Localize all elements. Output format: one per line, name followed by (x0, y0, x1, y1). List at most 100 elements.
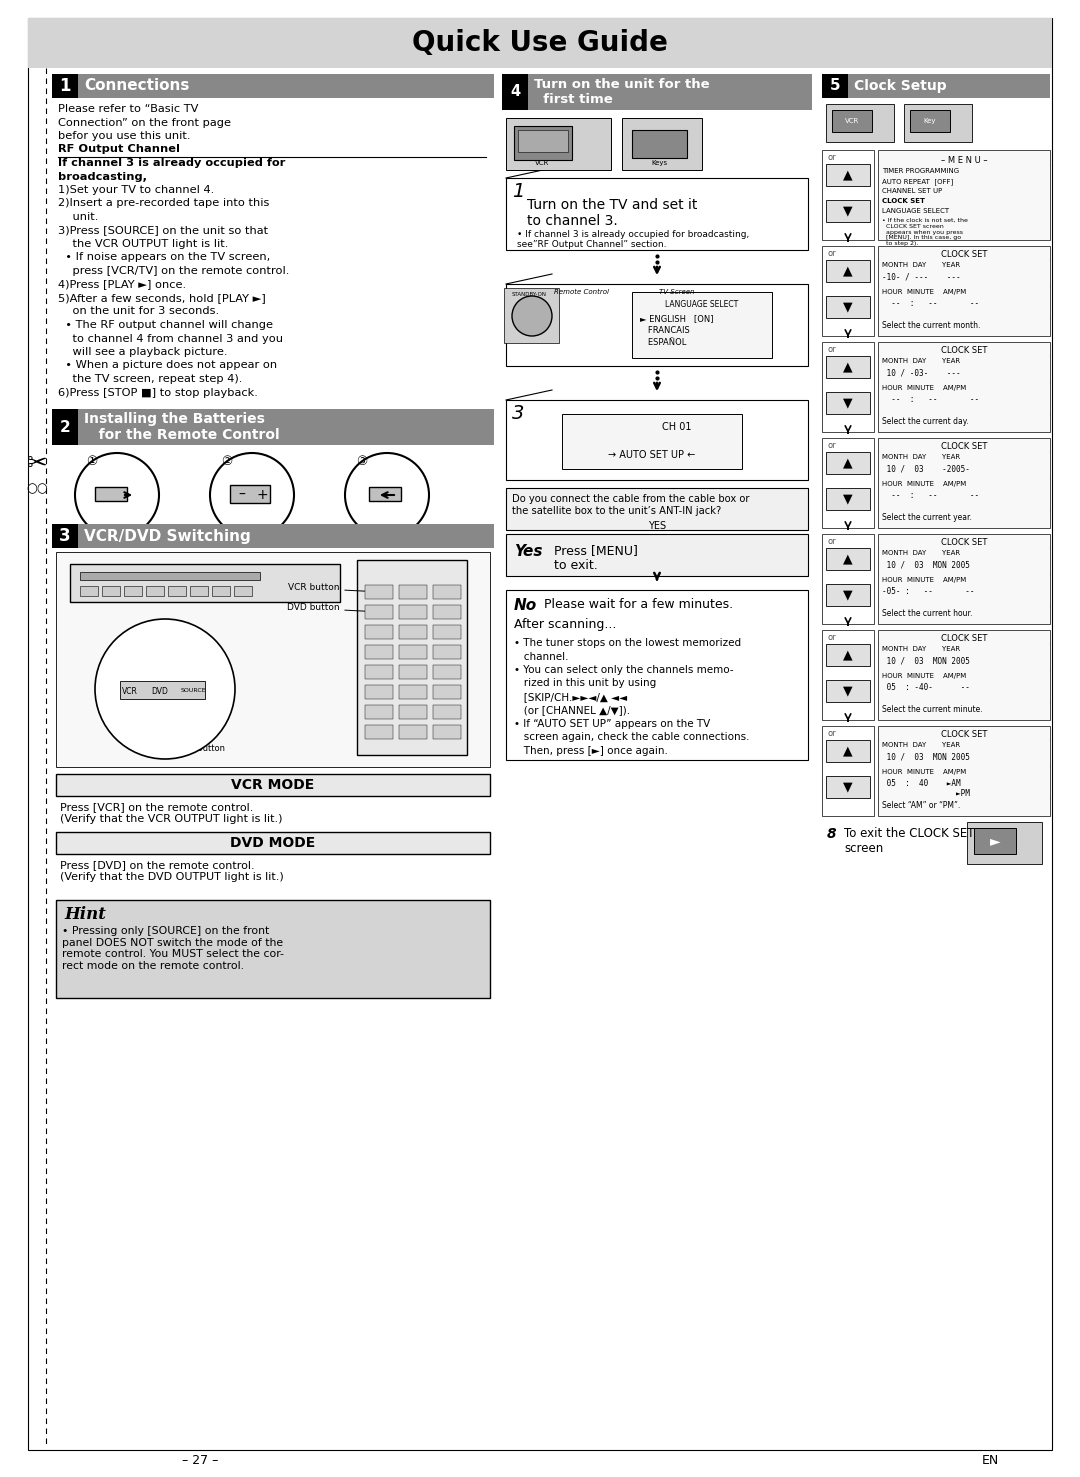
Circle shape (345, 453, 429, 538)
Bar (365, 585, 393, 600)
Text: 6)Press [STOP ■] to stop playback.: 6)Press [STOP ■] to stop playback. (58, 387, 258, 397)
Text: ✂: ✂ (27, 452, 48, 476)
Text: • If “AUTO SET UP” appears on the TV: • If “AUTO SET UP” appears on the TV (514, 719, 711, 730)
Bar (632, 130, 687, 158)
Bar (399, 685, 427, 699)
Text: Clock Setup: Clock Setup (854, 78, 947, 93)
Text: to exit.: to exit. (554, 558, 597, 572)
Bar (365, 645, 393, 659)
Text: --  :   --       --: -- : -- -- (882, 394, 980, 405)
Text: Remote Control: Remote Control (554, 289, 609, 295)
Bar (357, 560, 467, 755)
Bar (502, 74, 528, 109)
Bar (826, 391, 870, 414)
Text: ②: ② (221, 455, 232, 468)
Text: Yes: Yes (514, 544, 542, 558)
Text: VCR: VCR (845, 118, 859, 124)
Text: MONTH  DAY       YEAR: MONTH DAY YEAR (882, 453, 960, 459)
Text: MONTH  DAY       YEAR: MONTH DAY YEAR (882, 645, 960, 651)
Text: MONTH  DAY       YEAR: MONTH DAY YEAR (882, 261, 960, 267)
Bar (433, 585, 461, 600)
Bar (507, 487, 808, 530)
Text: ▲: ▲ (843, 744, 853, 758)
Text: or: or (827, 538, 836, 546)
Text: befor you use this unit.: befor you use this unit. (58, 131, 190, 140)
Text: rized in this unit by using: rized in this unit by using (514, 678, 657, 688)
Circle shape (75, 453, 159, 538)
Text: ▼: ▼ (843, 588, 853, 601)
Bar (878, 151, 1050, 239)
Text: No: No (514, 598, 537, 613)
Text: 2: 2 (59, 419, 70, 434)
Text: MONTH  DAY       YEAR: MONTH DAY YEAR (882, 741, 960, 747)
Text: HOUR  MINUTE    AM/PM: HOUR MINUTE AM/PM (882, 289, 967, 295)
Bar (433, 685, 461, 699)
Text: STANDBY-ON: STANDBY-ON (512, 292, 546, 297)
Bar (56, 832, 490, 854)
Text: (or [CHANNEL ▲/▼]).: (or [CHANNEL ▲/▼]). (514, 706, 630, 715)
Bar (52, 409, 78, 445)
Bar (507, 400, 808, 480)
Bar (433, 606, 461, 619)
Text: EN: EN (982, 1453, 999, 1467)
Bar (399, 625, 427, 640)
Bar (826, 679, 870, 702)
Text: 10 /  03  MON 2005: 10 / 03 MON 2005 (882, 656, 970, 665)
Bar (507, 179, 808, 250)
Text: Please refer to “Basic TV: Please refer to “Basic TV (58, 103, 199, 114)
Text: ○○: ○○ (26, 483, 48, 495)
Text: ▲: ▲ (843, 552, 853, 566)
Bar (826, 452, 870, 474)
Bar (120, 681, 205, 699)
Bar (826, 487, 870, 510)
Text: • Pressing only [SOURCE] on the front
panel DOES NOT switch the mode of the
remo: • Pressing only [SOURCE] on the front pa… (62, 926, 284, 970)
Text: ▲: ▲ (843, 648, 853, 662)
Bar (910, 109, 950, 131)
Bar (878, 727, 1050, 815)
Bar (822, 727, 874, 815)
Text: Turn on the unit for the
  first time: Turn on the unit for the first time (534, 78, 710, 106)
Text: or: or (827, 442, 836, 450)
Text: 05  :  40    ►AM
                ►PM: 05 : 40 ►AM ►PM (882, 778, 970, 799)
Bar (822, 535, 874, 623)
Text: Hint: Hint (64, 905, 106, 923)
Bar (826, 164, 870, 186)
Bar (124, 586, 141, 597)
Text: 3: 3 (512, 405, 525, 422)
Bar (399, 705, 427, 719)
Text: CLOCK SET: CLOCK SET (941, 250, 987, 258)
Text: HOUR  MINUTE    AM/PM: HOUR MINUTE AM/PM (882, 770, 967, 775)
Text: TIMER PROGRAMMING: TIMER PROGRAMMING (882, 168, 959, 174)
Text: Connections: Connections (84, 78, 189, 93)
Text: HOUR  MINUTE    AM/PM: HOUR MINUTE AM/PM (882, 578, 967, 583)
Text: 5)After a few seconds, hold [PLAY ►]: 5)After a few seconds, hold [PLAY ►] (58, 292, 266, 303)
Text: 1)Set your TV to channel 4.: 1)Set your TV to channel 4. (58, 185, 214, 195)
Text: Press [MENU]: Press [MENU] (554, 544, 638, 557)
Circle shape (95, 619, 235, 759)
Text: Installing the Batteries
   for the Remote Control: Installing the Batteries for the Remote … (84, 412, 280, 442)
Bar (28, 18, 1052, 68)
Text: ▲: ▲ (843, 360, 853, 374)
Bar (230, 484, 270, 504)
Text: – M E N U –: – M E N U – (941, 157, 987, 165)
Bar (399, 585, 427, 600)
Text: SOURCE: SOURCE (180, 688, 206, 694)
Text: broadcasting,: broadcasting, (58, 171, 147, 182)
Bar (878, 343, 1050, 431)
Text: CLOCK SET: CLOCK SET (941, 634, 987, 642)
Bar (878, 631, 1050, 719)
Text: Key: Key (923, 118, 936, 124)
Text: –: – (239, 487, 245, 502)
Text: the VCR OUTPUT light is lit.: the VCR OUTPUT light is lit. (58, 239, 228, 250)
Text: VCR MODE: VCR MODE (231, 778, 314, 792)
Bar (52, 524, 78, 548)
Bar (507, 589, 808, 761)
Text: 10 / -03-    ---: 10 / -03- --- (882, 368, 960, 377)
Bar (78, 524, 494, 548)
Text: – 27 –: – 27 – (181, 1453, 218, 1467)
Text: If channel 3 is already occupied for: If channel 3 is already occupied for (58, 158, 285, 168)
Text: To exit the CLOCK SET
screen: To exit the CLOCK SET screen (843, 827, 974, 855)
Text: -10- / ---    ---: -10- / --- --- (882, 272, 960, 281)
Text: VCR button: VCR button (288, 583, 340, 592)
Bar (190, 586, 208, 597)
